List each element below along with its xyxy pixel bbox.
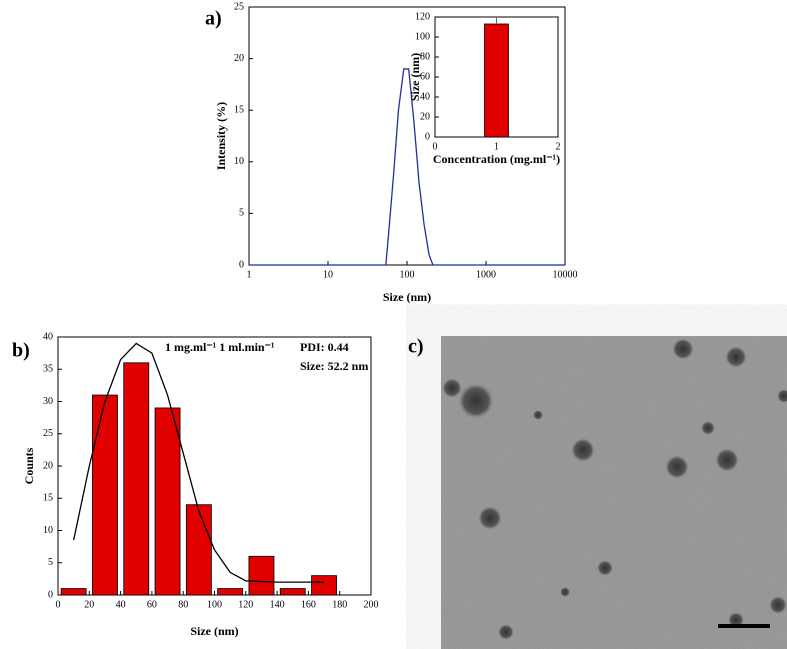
plot-frame xyxy=(248,6,566,266)
bar xyxy=(217,588,244,596)
y-tick-label: 25 xyxy=(43,428,53,439)
x-tick-label: 160 xyxy=(301,599,316,610)
y-tick-label: 5 xyxy=(48,557,53,568)
panel-label: a) xyxy=(205,8,222,30)
x-tick-label: 140 xyxy=(270,599,285,610)
y-tick-label: 60 xyxy=(420,71,430,82)
y-tick-label: 20 xyxy=(234,53,244,64)
y-tick-label: 20 xyxy=(420,111,430,122)
x-tick-label: 200 xyxy=(364,599,379,610)
y-axis-label: Counts xyxy=(22,447,36,484)
x-tick-label: 60 xyxy=(147,599,157,610)
fit-curve xyxy=(73,342,325,583)
x-tick-label: 180 xyxy=(332,599,347,610)
x-tick-label: 0 xyxy=(433,141,438,152)
x-tick-label: 0 xyxy=(56,599,61,610)
y-tick-label: 80 xyxy=(420,51,430,62)
y-tick-label: 120 xyxy=(415,11,430,22)
bar xyxy=(92,394,118,596)
bar xyxy=(60,588,87,596)
x-tick-label: 10 xyxy=(323,269,333,280)
x-axis-label: Concentration (mg.ml⁻¹) xyxy=(433,152,560,166)
x-tick-label: 1 xyxy=(247,269,252,280)
panel-label: c) xyxy=(408,336,424,358)
y-tick-label: 0 xyxy=(425,131,430,142)
x-axis-label: Size (nm) xyxy=(383,290,431,304)
x-tick-label: 10000 xyxy=(553,269,578,280)
y-tick-label: 30 xyxy=(43,396,53,407)
panel-label: b) xyxy=(12,340,30,362)
line xyxy=(249,68,565,266)
x-tick-label: 1000 xyxy=(476,269,496,280)
bar xyxy=(123,362,150,596)
x-axis-label: Size (nm) xyxy=(190,624,238,638)
x-tick-label: 80 xyxy=(178,599,188,610)
y-axis-label: Intensity (%) xyxy=(214,102,228,170)
y-tick-label: 35 xyxy=(43,364,53,375)
bar xyxy=(248,555,275,596)
y-tick-label: 15 xyxy=(43,493,53,504)
y-tick-label: 40 xyxy=(43,331,53,342)
y-tick-label: 25 xyxy=(234,1,244,12)
y-tick-label: 15 xyxy=(234,104,244,115)
x-tick-label: 120 xyxy=(238,599,253,610)
x-tick-label: 40 xyxy=(116,599,126,610)
x-tick-label: 1 xyxy=(494,141,499,152)
y-tick-label: 10 xyxy=(43,525,53,536)
x-tick-label: 2 xyxy=(556,141,561,152)
y-tick-label: 10 xyxy=(234,156,244,167)
bar xyxy=(279,588,306,596)
bar xyxy=(185,504,212,596)
y-axis-label: Size (nm) xyxy=(408,53,422,101)
bar xyxy=(484,23,509,138)
x-tick-label: 20 xyxy=(84,599,94,610)
bar xyxy=(154,407,181,596)
x-tick-label: 100 xyxy=(207,599,222,610)
annotation: PDI: 0.44 xyxy=(300,340,349,354)
bar xyxy=(311,575,337,596)
annotation: 1 mg.ml⁻¹ 1 ml.min⁻¹ xyxy=(165,340,275,354)
annotation: Size: 52.2 nm xyxy=(300,359,368,373)
y-tick-label: 5 xyxy=(239,208,244,219)
y-tick-label: 20 xyxy=(43,460,53,471)
tem-image xyxy=(441,336,787,649)
y-tick-label: 40 xyxy=(420,91,430,102)
y-tick-label: 100 xyxy=(415,31,430,42)
x-tick-label: 100 xyxy=(400,269,415,280)
y-tick-label: 0 xyxy=(48,589,53,600)
y-tick-label: 0 xyxy=(239,259,244,270)
